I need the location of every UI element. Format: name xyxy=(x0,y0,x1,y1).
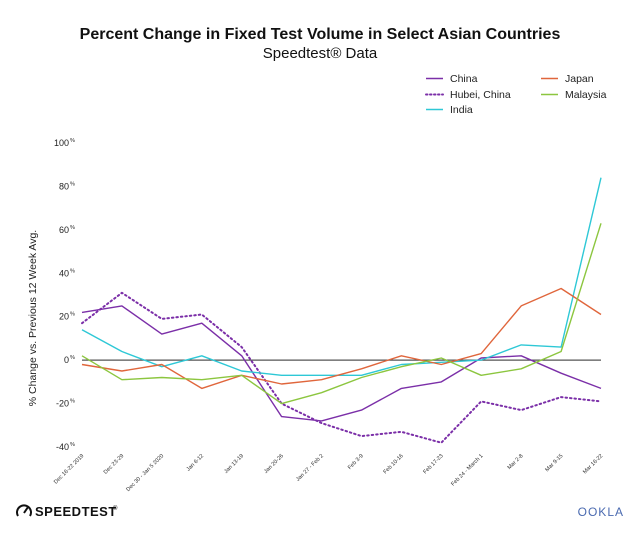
chart-title: Percent Change in Fixed Test Volume in S… xyxy=(80,26,561,43)
y-tick-label: 20 xyxy=(59,312,69,322)
x-tick-label: Jan 13-19 xyxy=(223,453,245,475)
x-tick-label: Dec 16-22 2019 xyxy=(53,453,85,485)
y-tick-unit: % xyxy=(70,312,75,318)
y-tick-label: 80 xyxy=(59,181,69,191)
y-tick-unit: % xyxy=(70,399,75,405)
y-tick-label: 100 xyxy=(54,138,69,148)
x-tick-label: Mar 2-8 xyxy=(507,453,525,471)
y-tick-unit: % xyxy=(70,181,75,187)
legend-label: India xyxy=(450,104,473,116)
x-tick-label: Feb 10-16 xyxy=(383,453,405,475)
x-tick-label: Dec 23-29 xyxy=(103,453,125,475)
x-tick-label: Feb 24 - March 1 xyxy=(450,453,484,487)
y-tick-label: 40 xyxy=(59,268,69,278)
x-tick-label: Mar 16-22 xyxy=(582,453,604,475)
x-tick-label: Jan 20-26 xyxy=(263,453,285,475)
x-tick-label: Jan 27 - Feb 2 xyxy=(295,453,325,483)
series-line-india xyxy=(81,177,602,376)
x-tick-label: Feb 3-9 xyxy=(347,453,365,471)
y-axis-ticks: 100 %80 %60 %40 %20 %0 %-20 %-40% xyxy=(54,138,75,452)
legend-label: Hubei, China xyxy=(450,89,511,101)
y-tick-label: 60 xyxy=(59,225,69,235)
y-tick-unit: % xyxy=(70,138,75,144)
y-tick-label: -20 xyxy=(56,399,69,409)
y-tick-unit: % xyxy=(70,268,75,274)
x-tick-label: Feb 17-23 xyxy=(422,453,444,475)
series-line-china xyxy=(81,305,602,422)
y-tick-unit: % xyxy=(70,355,75,361)
series-line-malaysia xyxy=(81,223,602,405)
x-tick-label: Jan 6-12 xyxy=(186,453,206,473)
series-lines xyxy=(81,177,602,444)
y-tick-unit: % xyxy=(70,225,75,231)
legend-label: China xyxy=(450,73,478,85)
speedtest-logo: SPEEDTEST ® xyxy=(16,504,118,519)
y-tick-label: -40 xyxy=(56,442,69,452)
speedtest-trademark: ® xyxy=(113,505,118,512)
y-axis-label: % Change vs. Previous 12 Week Avg. xyxy=(27,230,39,406)
y-tick-unit: % xyxy=(70,442,75,448)
x-tick-label: Dec 30 - Jan 5 2020 xyxy=(125,453,165,493)
ookla-logo: OOKLA xyxy=(578,505,624,519)
legend-label: Malaysia xyxy=(565,89,607,101)
y-tick-label: 0 xyxy=(64,355,69,365)
legend-label: Japan xyxy=(565,73,594,85)
legend: China Hubei, China India Japan Malaysia xyxy=(425,73,607,116)
chart-subtitle: Speedtest® Data xyxy=(263,45,378,62)
speedtest-brand: SPEEDTEST xyxy=(35,504,117,519)
speedtest-gauge-icon xyxy=(16,504,32,517)
x-axis-ticks: Dec 16-22 2019 Dec 23-29 Dec 30 - Jan 5 20… xyxy=(53,453,604,493)
x-tick-label: Mar 9-15 xyxy=(544,453,564,473)
series-line-japan xyxy=(81,287,602,390)
series-line-hubei-china xyxy=(81,291,602,444)
